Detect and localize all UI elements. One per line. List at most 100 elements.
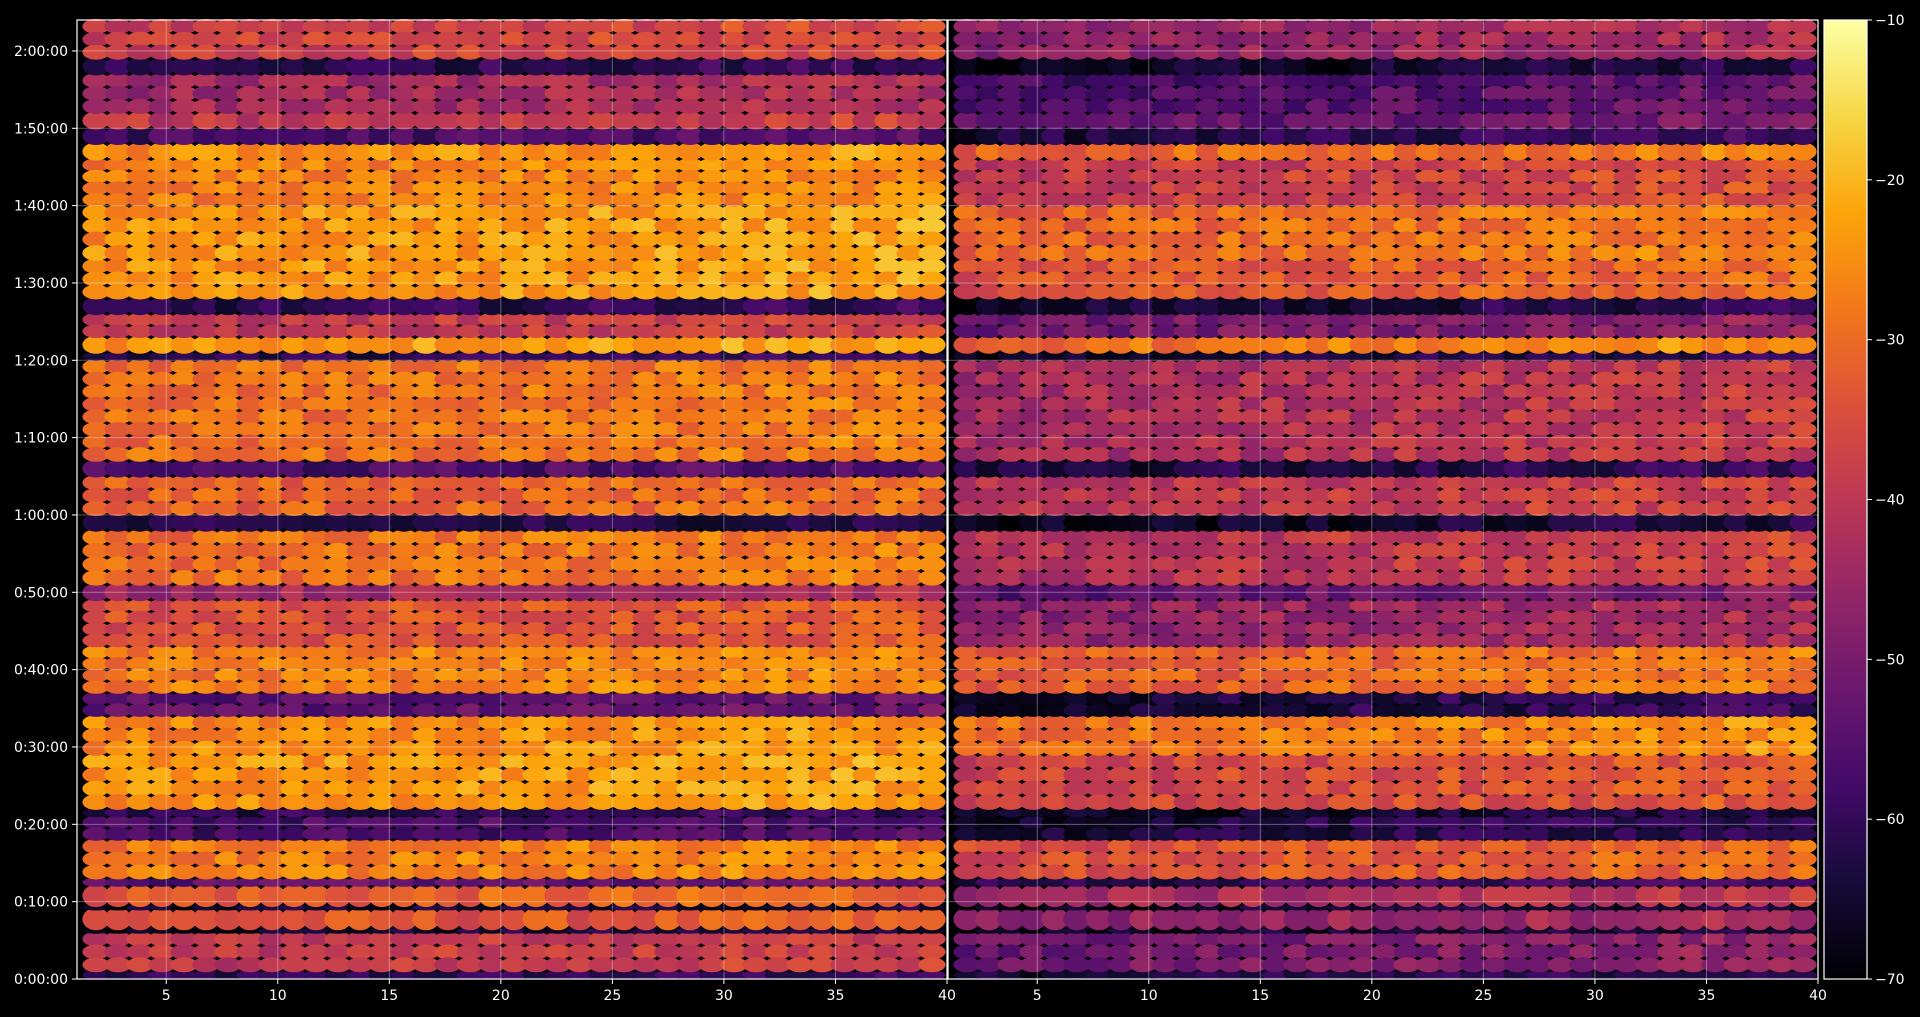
heat-cell [918,31,946,47]
heat-cell [280,622,308,636]
heat-cell [104,513,132,532]
heat-cell [324,808,352,818]
heat-cell [742,422,770,437]
heat-cell [214,657,242,671]
heat-cell [566,904,594,911]
heat-cell [390,513,418,532]
heat-cell [214,447,242,462]
heat-cell [742,957,770,973]
heat-cell [632,447,660,462]
heat-cell [412,556,440,573]
heat-cell [632,680,660,694]
heat-cell [786,409,814,425]
heat-cell [346,884,374,908]
heat-cell [214,808,242,818]
heat-cell [566,501,594,516]
heat-cell [720,927,748,934]
heat-cell [1789,459,1817,478]
heat-cell [522,447,550,462]
heat-cell [566,727,594,743]
heat-cell [192,767,220,783]
heat-cell [126,927,154,934]
heat-cell [896,715,924,730]
heat-cell [214,815,242,830]
heat-cell [148,384,176,400]
heat-cell [456,780,484,797]
heat-cell [456,501,484,516]
heat-cell [566,488,594,504]
heat-cell [676,970,704,980]
heat-cell [1789,907,1817,931]
heat-cell [830,815,858,830]
heat-cell [698,657,726,671]
heat-cell [786,691,814,706]
heat-cell [896,459,924,478]
heat-cell [324,970,352,980]
heat-cell [764,422,792,437]
heat-cell [742,931,770,947]
heat-cell [368,447,396,462]
heat-cell [478,864,506,880]
heat-cell [214,780,242,797]
heat-cell [786,877,814,887]
heat-cell [390,680,418,694]
heat-cell [1789,434,1817,450]
heat-cell [918,570,946,586]
heat-cell [214,397,242,412]
heat-cell [896,397,924,412]
heat-cell [720,727,748,743]
heat-cell [874,753,902,770]
heat-cell [764,970,792,980]
heat-cell [478,599,506,613]
heat-cell [236,645,264,659]
heat-cell [918,447,946,462]
heat-cell [148,556,176,573]
heat-cell [192,815,220,830]
heat-cell [324,657,352,671]
heat-cell [764,488,792,504]
heat-cell [368,957,396,973]
heat-cell [500,884,528,908]
heat-cell [104,501,132,516]
heat-cell [566,827,594,841]
level-band [82,313,946,338]
heat-cell [302,944,330,960]
heat-cell [544,827,572,841]
heat-cell [434,780,462,797]
heat-cell [104,583,132,602]
heat-cell [896,384,924,400]
heat-cell [390,384,418,400]
heat-cell [390,657,418,671]
heat-cell [632,513,660,532]
heat-cell [126,645,154,659]
heat-cell [126,904,154,911]
heat-cell [302,409,330,425]
heat-cell [808,794,836,810]
heat-cell [698,827,726,841]
heat-cell [654,513,682,532]
heat-cell [654,931,682,947]
heat-cell [302,542,330,559]
heat-cell [654,599,682,613]
heat-cell [522,359,550,374]
heat-cell [324,827,352,841]
heat-cell [610,780,638,797]
heat-cell [104,794,132,810]
heat-cell [610,927,638,934]
heat-cell [588,727,616,743]
heat-cell [324,838,352,854]
heat-cell [764,409,792,425]
heat-cell [1789,884,1817,908]
heat-cell [214,513,242,532]
heat-cell [808,931,836,947]
heat-cell [192,475,220,491]
heat-cell [434,715,462,730]
heat-cell [500,371,528,387]
heat-cell [478,944,506,960]
heat-cell [852,931,880,947]
heat-cell [258,864,286,880]
heat-cell [852,409,880,425]
heat-cell [214,599,242,613]
heat-cell [632,397,660,412]
heat-cell [126,815,154,830]
